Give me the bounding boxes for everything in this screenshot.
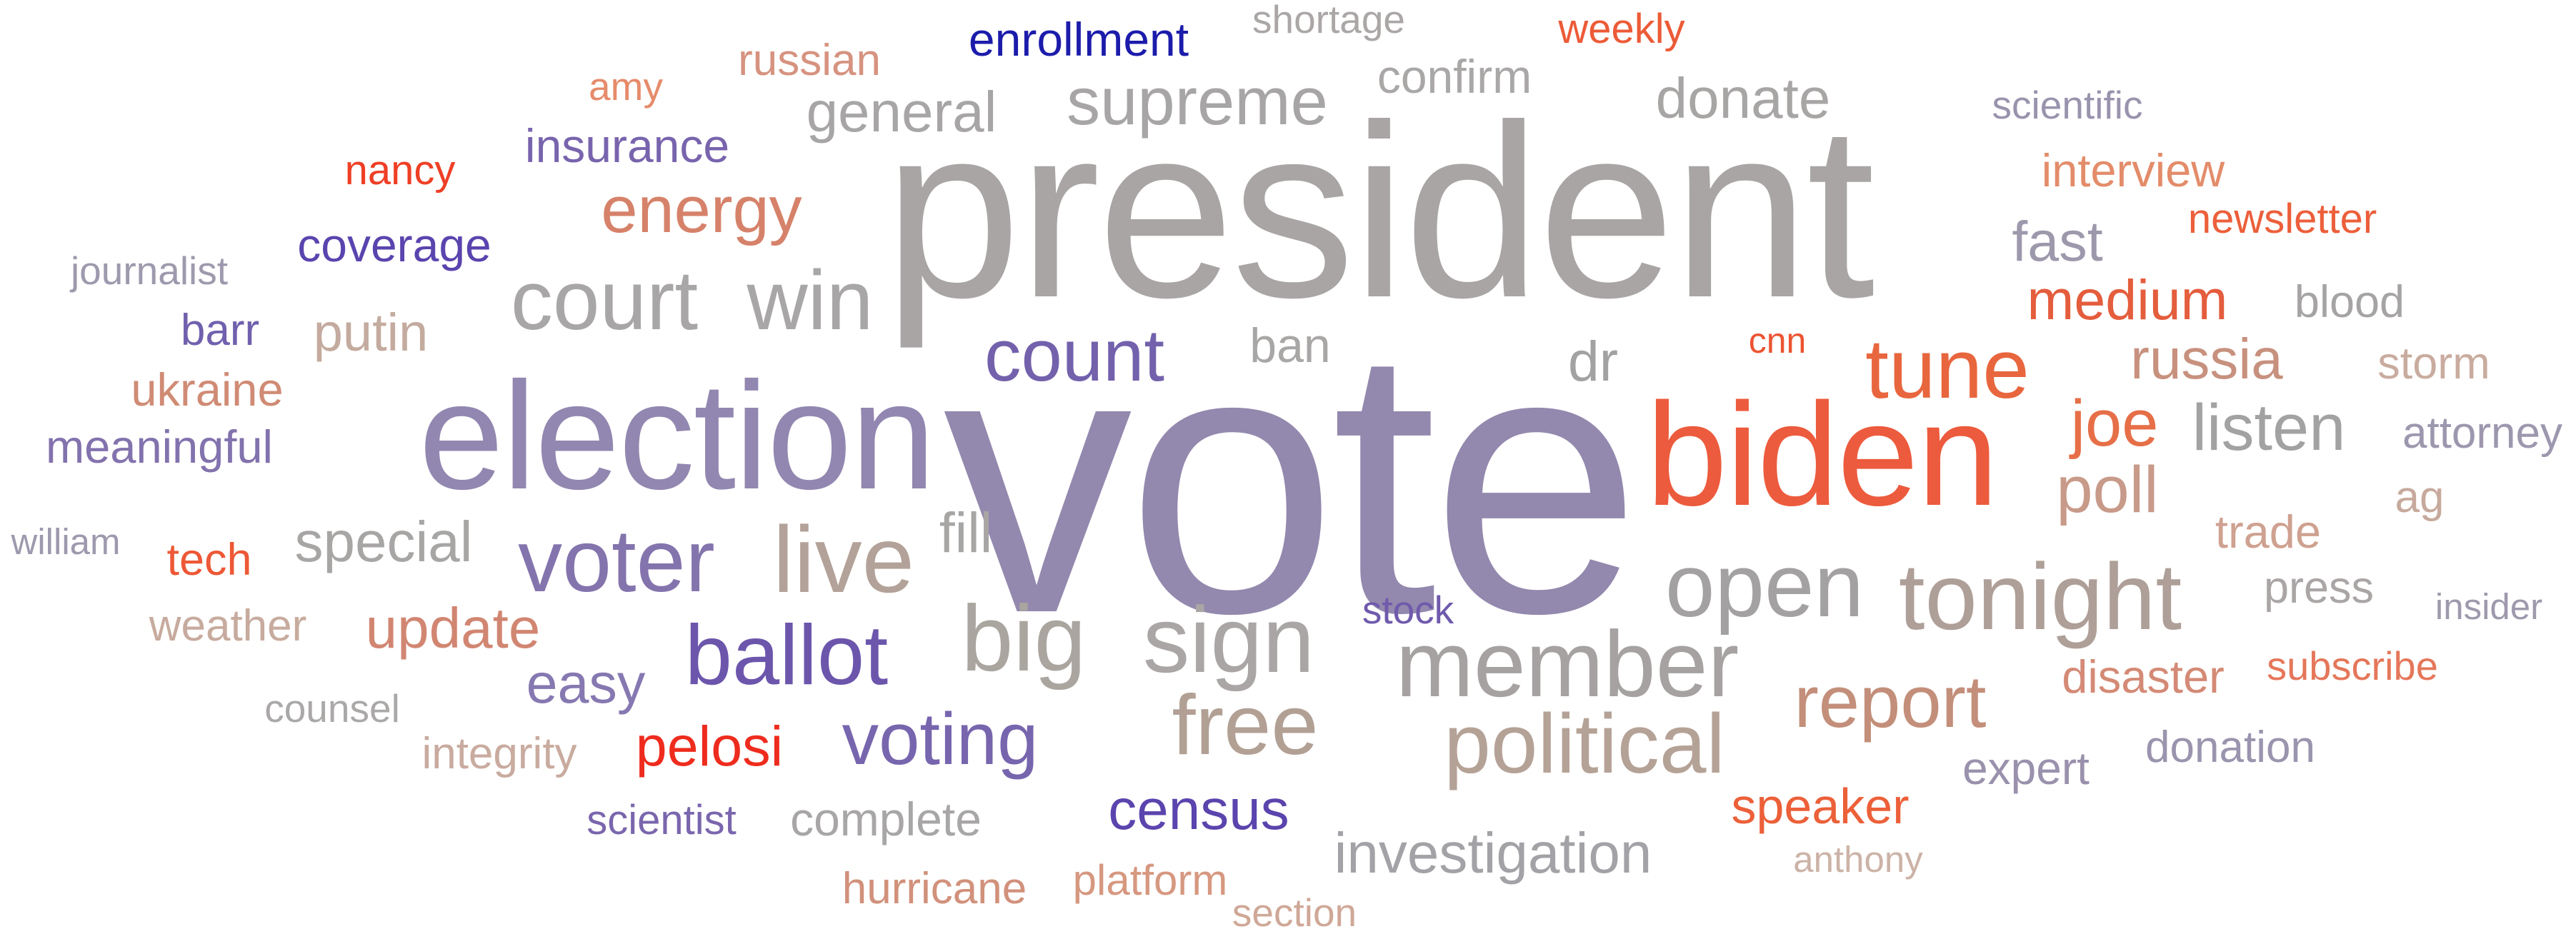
word-update: update — [365, 596, 541, 660]
word-voting: voting — [842, 698, 1039, 780]
word-counsel: counsel — [264, 686, 400, 730]
word-report: report — [1794, 661, 1987, 743]
word-integrity: integrity — [421, 729, 577, 778]
word-investigation: investigation — [1334, 821, 1652, 885]
word-expert: expert — [1962, 743, 2090, 794]
word-listen: listen — [2192, 391, 2346, 464]
word-easy: easy — [526, 651, 646, 715]
word-member: member — [1395, 611, 1739, 716]
word-live: live — [772, 507, 915, 612]
word-election: election — [419, 351, 936, 521]
word-russian: russian — [738, 36, 881, 85]
word-sign: sign — [1142, 587, 1315, 692]
word-census: census — [1108, 778, 1289, 841]
word-free: free — [1172, 678, 1319, 773]
word-ballot: ballot — [684, 608, 889, 703]
word-newsletter: newsletter — [2187, 196, 2377, 242]
word-energy: energy — [601, 174, 802, 246]
word-dr: dr — [1567, 329, 1619, 393]
word-shortage: shortage — [1252, 0, 1406, 41]
word-william: william — [11, 521, 121, 562]
word-meaningful: meaningful — [46, 421, 273, 473]
word-scientific: scientific — [1992, 83, 2143, 127]
word-storm: storm — [2377, 338, 2490, 388]
word-stock: stock — [1362, 588, 1454, 632]
word-biden: biden — [1646, 373, 1999, 536]
word-pelosi: pelosi — [635, 714, 784, 778]
word-general: general — [806, 80, 997, 144]
word-blood: blood — [2294, 277, 2405, 327]
word-insider: insider — [2435, 586, 2543, 627]
word-ag: ag — [2395, 473, 2445, 522]
word-disaster: disaster — [2062, 651, 2225, 703]
word-voter: voter — [518, 512, 715, 611]
word-platform: platform — [1072, 856, 1228, 904]
word-cnn: cnn — [1748, 321, 1807, 361]
word-insurance: insurance — [524, 119, 730, 172]
word-open: open — [1664, 536, 1864, 636]
word-big: big — [961, 586, 1087, 691]
word-journalist: journalist — [70, 248, 229, 293]
word-amy: amy — [589, 64, 663, 109]
word-trade: trade — [2215, 506, 2322, 558]
word-fast: fast — [2012, 209, 2103, 273]
word-confirm: confirm — [1377, 50, 1532, 103]
word-complete: complete — [790, 793, 982, 845]
word-coverage: coverage — [297, 219, 491, 271]
word-enrollment: enrollment — [968, 13, 1189, 66]
word-donate: donate — [1655, 66, 1831, 130]
word-fill: fill — [939, 501, 993, 564]
word-weekly: weekly — [1558, 6, 1685, 52]
word-court: court — [510, 253, 699, 348]
word-press: press — [2263, 563, 2375, 613]
word-ukraine: ukraine — [131, 363, 284, 416]
word-subscribe: subscribe — [2267, 643, 2438, 688]
word-section: section — [1232, 890, 1357, 929]
word-ban: ban — [1249, 318, 1331, 373]
word-attorney: attorney — [2402, 408, 2563, 458]
word-joe: joe — [2070, 387, 2159, 460]
word-nancy: nancy — [344, 147, 456, 194]
word-president: president — [884, 74, 1874, 349]
word-win: win — [747, 253, 874, 348]
word-russia: russia — [2130, 327, 2283, 391]
word-anthony: anthony — [1793, 839, 1923, 880]
word-donation: donation — [2145, 723, 2315, 772]
word-tune: tune — [1865, 322, 2030, 416]
word-count: count — [984, 314, 1164, 396]
word-supreme: supreme — [1067, 64, 1328, 139]
word-vote: vote — [943, 269, 1642, 692]
word-special: special — [294, 510, 473, 573]
word-putin: putin — [313, 303, 429, 362]
word-weather: weather — [149, 601, 307, 651]
word-tonight: tonight — [1898, 544, 2182, 649]
word-poll: poll — [2056, 453, 2159, 526]
word-barr: barr — [180, 306, 260, 355]
word-tech: tech — [166, 535, 252, 585]
word-scientist: scientist — [586, 797, 737, 843]
word-interview: interview — [2041, 144, 2225, 196]
word-hurricane: hurricane — [842, 864, 1027, 913]
word-political: political — [1444, 697, 1725, 791]
word-medium: medium — [2027, 268, 2228, 331]
word-speaker: speaker — [1731, 778, 1909, 834]
